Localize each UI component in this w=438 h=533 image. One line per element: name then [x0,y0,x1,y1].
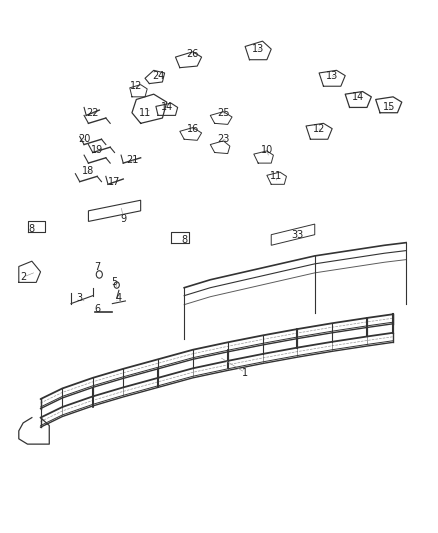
Text: 25: 25 [217,108,230,118]
Text: 12: 12 [313,124,325,134]
Text: 12: 12 [130,81,142,91]
Text: 16: 16 [187,124,199,134]
Text: 24: 24 [152,70,164,80]
Text: 8: 8 [29,224,35,235]
Text: 3: 3 [77,293,83,303]
Text: 13: 13 [252,44,264,54]
Text: 18: 18 [82,166,95,176]
Text: 2: 2 [20,272,26,282]
Text: 1: 1 [242,368,248,377]
Text: 21: 21 [126,156,138,165]
Text: 7: 7 [94,262,100,271]
Text: 9: 9 [120,214,126,224]
Text: 17: 17 [108,176,121,187]
Text: 26: 26 [187,50,199,59]
Text: 5: 5 [111,277,118,287]
Text: 14: 14 [352,92,364,102]
Text: 22: 22 [87,108,99,118]
Text: 11: 11 [139,108,151,118]
Text: 33: 33 [291,230,304,240]
Text: 15: 15 [382,102,395,112]
Text: 6: 6 [94,304,100,314]
Text: 10: 10 [261,145,273,155]
Text: 11: 11 [269,172,282,181]
Text: 13: 13 [326,70,338,80]
Text: 4: 4 [116,293,122,303]
Text: 23: 23 [217,134,230,144]
Text: 19: 19 [91,145,103,155]
Text: 14: 14 [161,102,173,112]
Text: 8: 8 [181,235,187,245]
Text: 20: 20 [78,134,90,144]
